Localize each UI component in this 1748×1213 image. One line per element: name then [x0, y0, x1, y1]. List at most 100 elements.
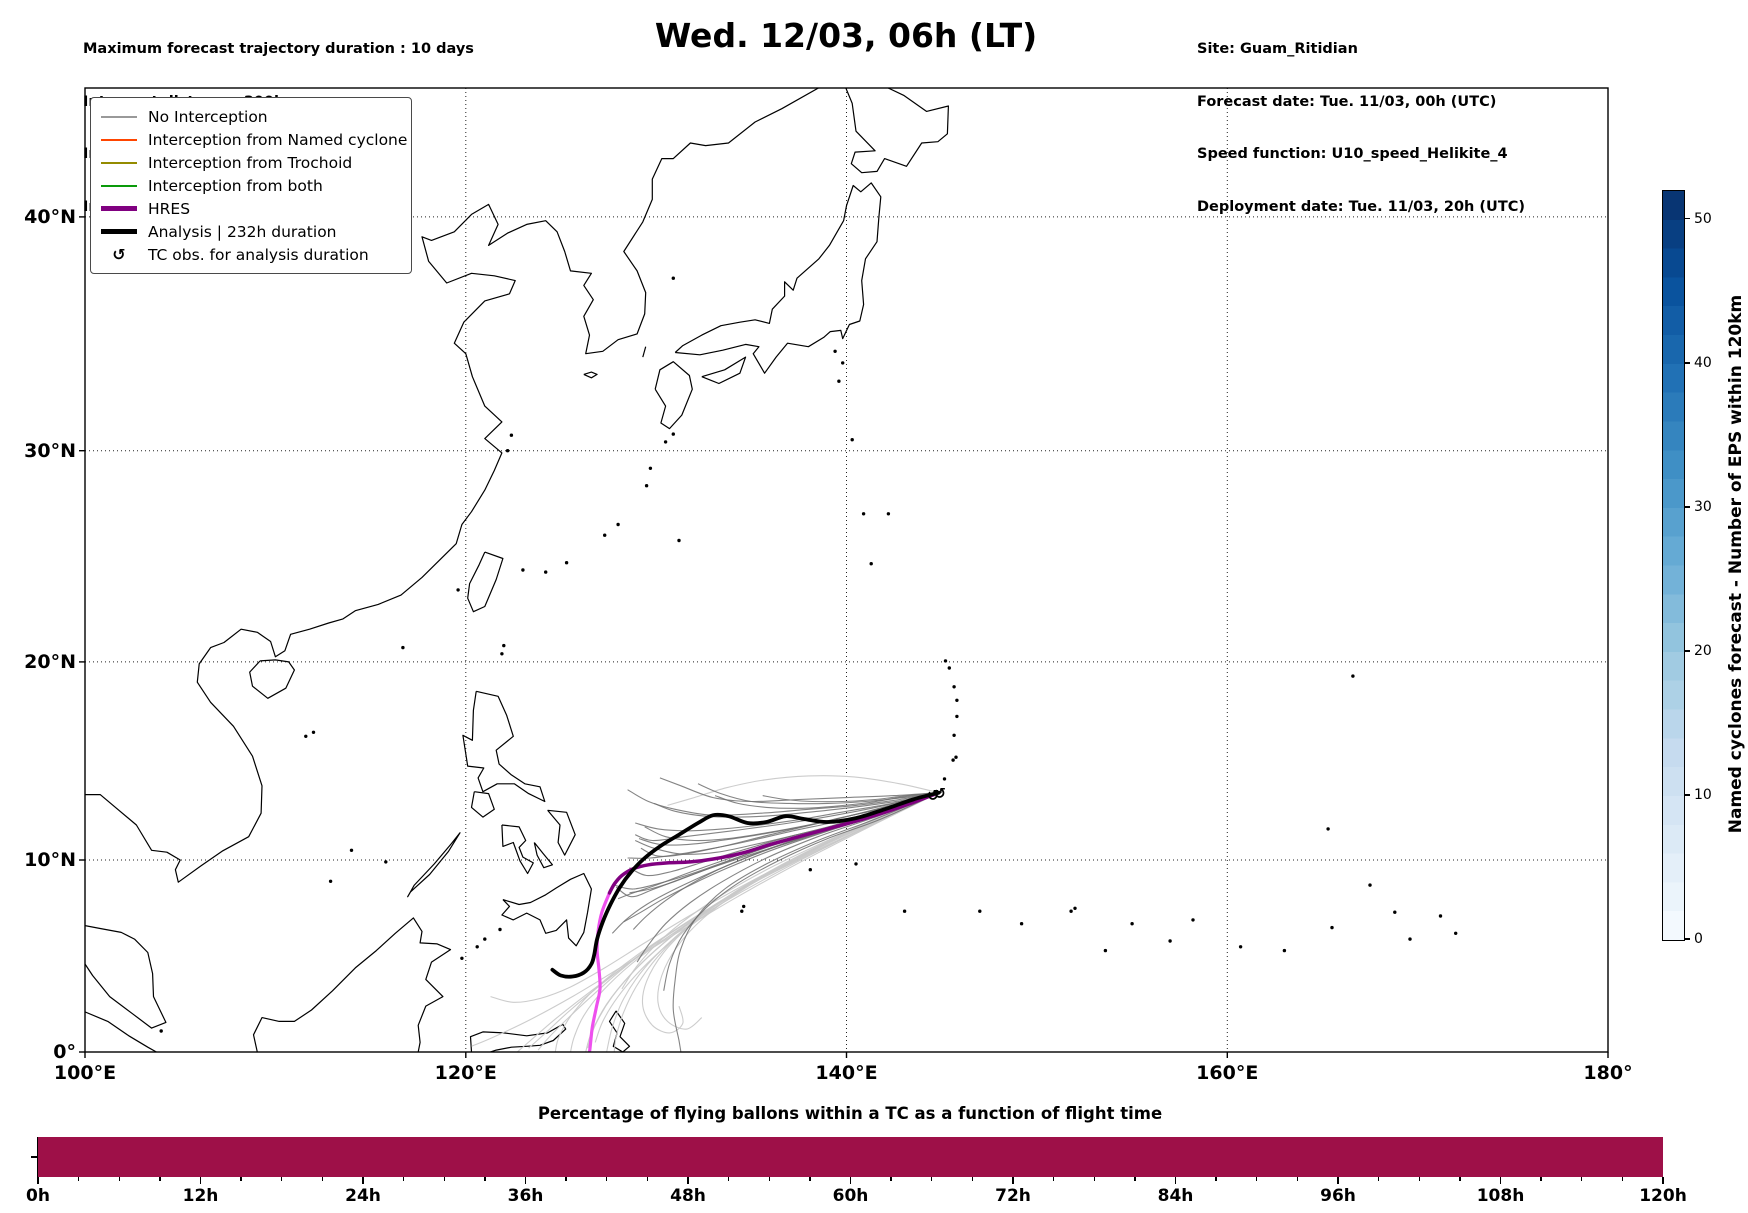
- map-xtick-label: 180°: [1583, 1062, 1633, 1084]
- bar-xtick-minor: [1418, 1177, 1420, 1181]
- bar-xtick-minor: [727, 1177, 730, 1181]
- svg-text:↺: ↺: [934, 785, 947, 803]
- colorbar-tick: [1684, 650, 1690, 652]
- bar-xtick-minor: [484, 1177, 486, 1181]
- bar-xtick-minor: [606, 1177, 608, 1181]
- map-xtick-label: 160°E: [1196, 1062, 1259, 1084]
- bar-xtick-minor: [118, 1177, 120, 1181]
- bar-xtick-label: 72h: [995, 1186, 1031, 1206]
- bar-xtick-label: 36h: [507, 1186, 544, 1206]
- bar-xtick-label: 24h: [345, 1186, 381, 1206]
- bar-xtick-minor: [159, 1177, 161, 1181]
- colorbar-tick-label: 0: [1694, 931, 1703, 947]
- bar-xtick-label: 108h: [1476, 1186, 1525, 1206]
- legend-item-5: Analysis | 232h duration: [101, 220, 403, 243]
- bar-xtick-minor: [1215, 1177, 1217, 1181]
- bar-xtick-minor: [646, 1177, 649, 1181]
- deployment-date-text: Deployment date: Tue. 11/03, 20h (UTC): [1197, 198, 1525, 215]
- percentage-bar: [38, 1137, 1663, 1177]
- map-axis-ticks: [79, 216, 1609, 1058]
- map-xtick-label: 140°E: [815, 1062, 878, 1084]
- svg-text:↺: ↺: [927, 787, 940, 805]
- bar-xtick-minor: [1052, 1177, 1055, 1181]
- colorbar-tick: [1684, 938, 1690, 940]
- bar-xtick-minor: [1459, 1177, 1461, 1181]
- site-info-block: Site: Guam_Ritidian Forecast date: Tue. …: [1197, 6, 1525, 251]
- bar-xtick-major: [1337, 1177, 1339, 1184]
- legend-item-4: HRES: [101, 197, 403, 220]
- forecast-date-text: Forecast date: Tue. 11/03, 00h (UTC): [1197, 93, 1497, 110]
- bar-xtick-minor: [768, 1177, 770, 1181]
- bar-chart-title: Percentage of flying ballons within a TC…: [537, 1104, 1163, 1123]
- bar-xtick-minor: [1581, 1177, 1583, 1181]
- coastlines: [85, 88, 949, 1052]
- colorbar-tick-label: 20: [1694, 642, 1712, 659]
- island-dots: [159, 276, 1458, 1033]
- bar-xtick-label: 12h: [182, 1186, 219, 1206]
- legend-line-swatch: [101, 229, 137, 234]
- bar-xtick-minor: [1134, 1177, 1136, 1181]
- legend-item-label: Interception from Trochoid: [148, 153, 353, 172]
- colorbar-tick-label: 50: [1694, 210, 1712, 227]
- legend-item-3: Interception from both: [101, 174, 403, 197]
- bar-xtick-label: 84h: [1157, 1186, 1194, 1206]
- bar-xtick-minor: [971, 1177, 974, 1181]
- bar-xtick-minor: [443, 1177, 445, 1181]
- legend-line-swatch: [101, 138, 137, 141]
- colorbar-tick: [1684, 794, 1690, 796]
- bar-xtick-major: [1499, 1177, 1502, 1184]
- legend-line-swatch: [101, 206, 137, 211]
- map-ytick-label: 40°N: [24, 205, 76, 228]
- max-duration-text: Maximum forecast trajectory duration : 1…: [83, 41, 474, 57]
- legend-item-label: Interception from both: [148, 176, 323, 195]
- bar-xtick-minor: [1296, 1177, 1299, 1181]
- bar-xtick-minor: [1377, 1177, 1380, 1181]
- legend-item-label: TC obs. for analysis duration: [148, 245, 369, 264]
- legend-item-6: ↺ TC obs. for analysis duration: [101, 243, 403, 266]
- colorbar-tick-label: 40: [1694, 354, 1712, 371]
- bar-y-axis-spine: [36, 1137, 38, 1177]
- bar-xtick-label: 96h: [1320, 1186, 1356, 1206]
- map-ytick-label: 0°: [53, 1041, 76, 1063]
- bar-xtick-major: [1012, 1177, 1014, 1184]
- map-xtick-label: 120°E: [434, 1062, 497, 1084]
- map-ytick-label: 10°N: [24, 848, 76, 871]
- bar-xtick-label: 120h: [1639, 1186, 1687, 1206]
- legend-line-swatch: [101, 184, 137, 187]
- legend-item-label: Analysis | 232h duration: [148, 222, 337, 241]
- map-ytick-label: 20°N: [24, 650, 76, 673]
- colorbar-tick-label: 10: [1694, 786, 1712, 803]
- colorbar-tick: [1684, 362, 1690, 364]
- map-legend: No Interception Interception from Named c…: [90, 97, 412, 274]
- bar-xtick-minor: [281, 1177, 283, 1181]
- colorbar-axis-label: Named cyclones forecast - Number of EPS …: [1726, 294, 1746, 834]
- bar-xtick-minor: [809, 1177, 811, 1181]
- bar-xtick-major: [1174, 1177, 1177, 1184]
- colorbar-tick: [1684, 218, 1690, 220]
- bar-xtick-major: [524, 1177, 527, 1184]
- bar-xtick-major: [849, 1177, 852, 1184]
- bar-xtick-label: 0h: [26, 1186, 50, 1206]
- bar-xtick-major: [362, 1177, 364, 1184]
- bar-xtick-minor: [240, 1177, 242, 1181]
- eps-trajectories-light: [471, 775, 940, 1052]
- bar-xtick-major: [687, 1177, 689, 1184]
- hres-pink-track: [587, 891, 612, 1052]
- bar-xtick-major: [1662, 1177, 1664, 1184]
- bar-xtick-label: 48h: [670, 1186, 706, 1206]
- legend-item-label: HRES: [148, 199, 191, 218]
- bar-xtick-major: [37, 1177, 39, 1184]
- legend-item-label: Interception from Named cyclone: [148, 130, 408, 149]
- legend-line-swatch: [101, 115, 137, 118]
- bar-xtick-major: [199, 1177, 202, 1184]
- site-text: Site: Guam_Ritidian: [1197, 41, 1358, 57]
- bar-xtick-minor: [931, 1177, 933, 1181]
- bar-xtick-minor: [1256, 1177, 1258, 1181]
- bar-xtick-minor: [565, 1177, 567, 1181]
- bar-xtick-minor: [890, 1177, 892, 1181]
- bar-xtick-label: 60h: [832, 1186, 869, 1206]
- tc-obs-icon: ↺: [112, 244, 126, 264]
- legend-line-swatch: [101, 161, 137, 164]
